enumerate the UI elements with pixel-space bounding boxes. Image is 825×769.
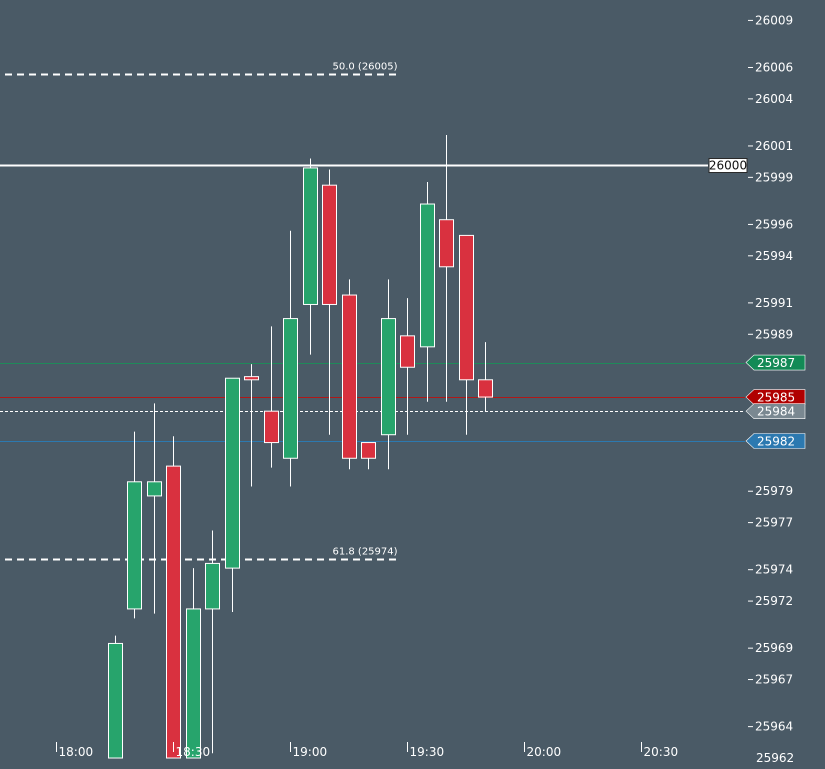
candle: [147, 403, 162, 614]
y-tick-label: 25972: [755, 594, 793, 608]
candle: [459, 234, 474, 435]
candle-body: [381, 318, 396, 436]
candle: [400, 298, 415, 435]
candle-body: [303, 167, 318, 305]
candle-body: [225, 377, 240, 569]
candle: [225, 377, 240, 613]
x-tick-label: 18:30: [176, 745, 211, 759]
candle: [303, 158, 318, 355]
y-tick-label: 25967: [755, 673, 793, 687]
candle-body: [439, 219, 454, 268]
candle: [205, 530, 220, 754]
candle: [283, 230, 298, 487]
x-tick-label: 20:30: [644, 745, 679, 759]
price-tag: [745, 389, 806, 405]
candle-body: [244, 376, 259, 381]
candle: [342, 279, 357, 470]
y-tick-label: 25989: [755, 327, 793, 341]
candle: [127, 431, 142, 619]
candle-body: [264, 410, 279, 444]
candle: [244, 364, 259, 487]
y-axis: 26009 26006 26004 26001 25999 25996 25994 25991…: [748, 13, 794, 765]
candle: [186, 568, 201, 759]
price-tag: [745, 354, 806, 371]
candle: [381, 279, 396, 470]
x-tick-label: 20:00: [527, 745, 562, 759]
y-tick-label: 25964: [755, 720, 793, 734]
candles: [108, 134, 493, 759]
y-tick-label: 26009: [755, 13, 793, 27]
y-tick-label: 26004: [755, 92, 793, 106]
candle-body: [361, 442, 376, 459]
candle: [322, 169, 337, 435]
x-tick-label: 18:00: [59, 745, 94, 759]
candle: [478, 342, 493, 412]
fib-level-label: 61.8 (25974): [332, 547, 397, 558]
horizontal-lines: 50.0 (26005) 61.8 (25974) 26000: [0, 62, 748, 561]
candle-body: [108, 642, 123, 759]
candle: [361, 442, 376, 470]
candle-body: [127, 481, 142, 610]
price-tag-label: 25987: [757, 356, 795, 370]
candle: [420, 182, 435, 402]
candle-body: [342, 294, 357, 459]
candle: [166, 436, 181, 759]
candle-body: [478, 379, 493, 398]
y-tick-label: 25974: [755, 563, 793, 577]
candle: [108, 635, 123, 759]
price-tag-label: 25982: [757, 434, 795, 448]
y-tick-label: 25991: [755, 296, 793, 310]
price-tag-label: 25984: [757, 405, 795, 419]
candle-body: [322, 184, 337, 305]
candle: [264, 326, 279, 468]
candle: [439, 134, 454, 402]
y-tick-label: 25996: [755, 217, 793, 231]
x-axis: 18:00 18:30 19:00 19:30 20:00 20:30: [56, 742, 679, 759]
y-tick-label: 26006: [755, 60, 793, 74]
price-tag-label: 25985: [757, 391, 795, 405]
y-tick-label: 25979: [755, 484, 793, 498]
candle-body: [400, 335, 415, 368]
y-tick-label: 25962: [756, 751, 794, 765]
y-tick-label: 25994: [755, 249, 793, 263]
candle-body: [283, 318, 298, 459]
y-tick-label: 25977: [755, 516, 793, 530]
level-tag-box: [708, 158, 748, 173]
candle-body: [205, 562, 220, 610]
candle-body: [147, 481, 162, 497]
y-tick-label: 25969: [755, 641, 793, 655]
level-tag-label: 26000: [709, 159, 747, 173]
price-tag: [745, 403, 806, 419]
candle-body: [459, 234, 474, 381]
y-tick-label: 26001: [755, 139, 793, 153]
x-tick-label: 19:00: [293, 745, 328, 759]
fib-level-label: 50.0 (26005): [332, 62, 397, 73]
candle-body: [420, 203, 435, 348]
price-tag: [745, 433, 806, 449]
y-tick-label: 25999: [755, 170, 793, 184]
candle-body: [166, 465, 181, 759]
candle-body: [186, 608, 201, 759]
x-tick-label: 19:30: [410, 745, 445, 759]
